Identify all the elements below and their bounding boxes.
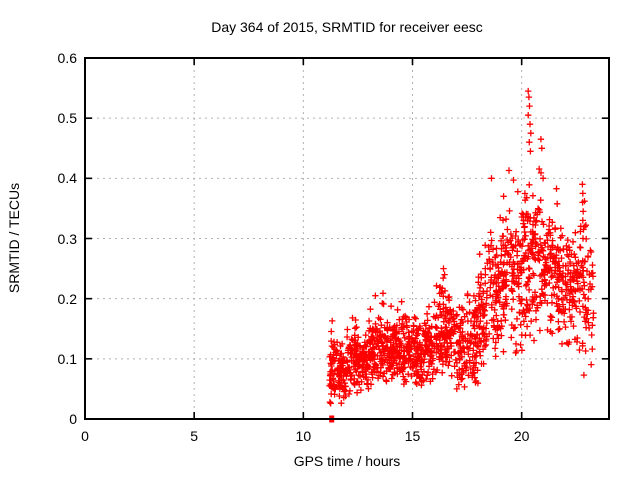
- tick-marks: [84, 57, 609, 420]
- y-tick-label: 0.2: [57, 290, 77, 307]
- x-tick-label: 10: [295, 428, 312, 444]
- y-tick-label: 0.3: [57, 230, 77, 247]
- y-tick-label: 0.4: [57, 170, 77, 187]
- x-tick-label: 15: [404, 428, 421, 444]
- y-tick-label: 0.1: [57, 350, 77, 367]
- y-tick-label: 0: [69, 411, 77, 427]
- y-axis-label: SRMTID / TECUs: [6, 182, 22, 294]
- grid-lines: [85, 58, 609, 419]
- y-tick-label: 0.5: [57, 110, 77, 127]
- x-tick-label: 5: [190, 428, 199, 444]
- y-tick-label: 0.6: [57, 50, 77, 66]
- x-tick-label: 20: [513, 428, 530, 444]
- chart-title: Day 364 of 2015, SRMTID for receiver ees…: [211, 19, 483, 35]
- x-tick-label: 0: [81, 428, 89, 444]
- scatter-series: [326, 87, 597, 407]
- x-axis-label: GPS time / hours: [293, 453, 401, 469]
